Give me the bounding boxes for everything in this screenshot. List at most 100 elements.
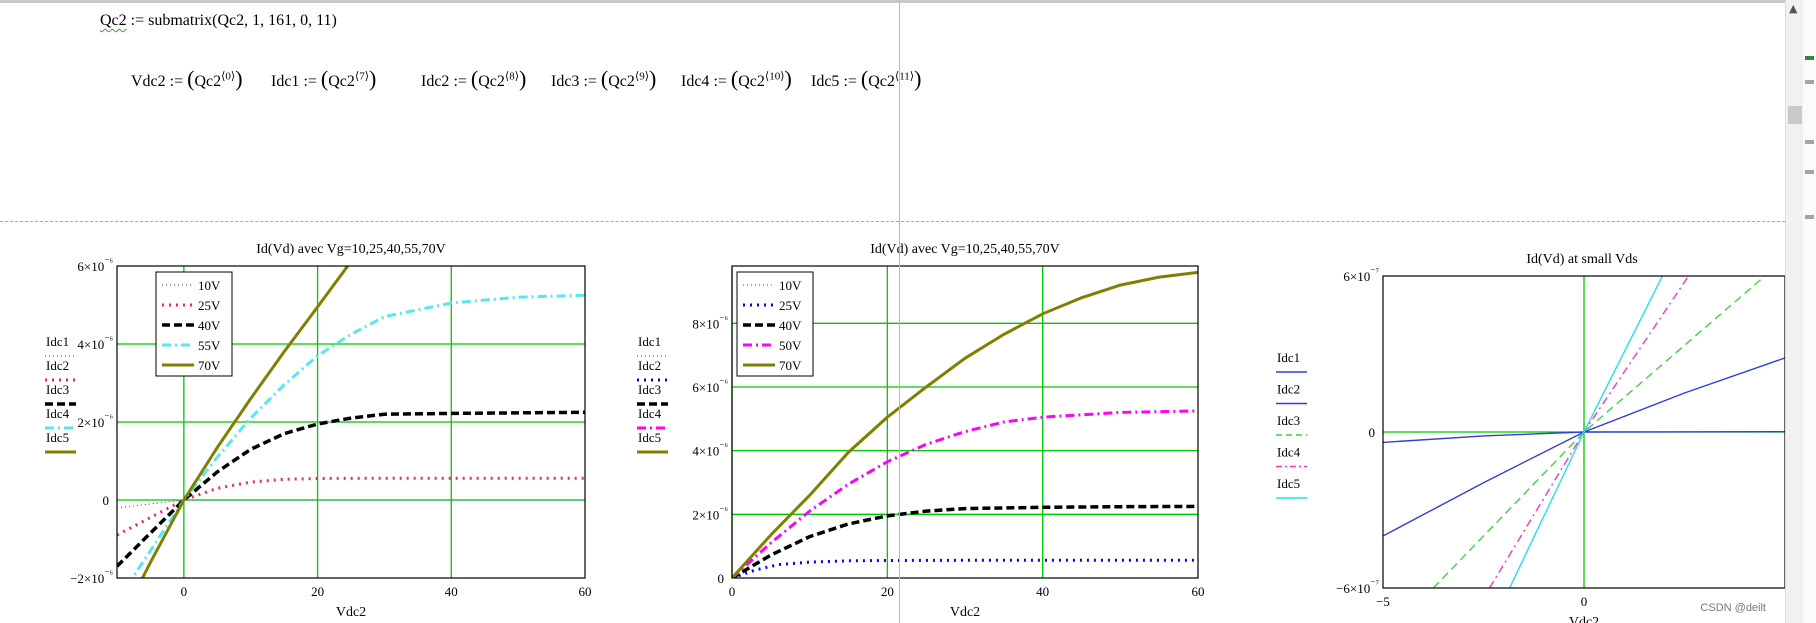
chart-3: Id(Vd) at small Vds Vdc2 −5 0 −6×10⁻⁷ 0 6×10⁻⁷… — [1276, 252, 1785, 623]
submatrix-definition[interactable]: Qc2 := submatrix(Qc2, 1, 161, 0, 11) — [100, 12, 337, 30]
series-group — [117, 266, 585, 578]
y-tick-label: −6×10⁻⁷ — [1336, 579, 1379, 596]
y-tick-label: 4×10⁻⁶ — [692, 442, 728, 459]
plot-frame — [1382, 275, 1785, 589]
series-2-line — [1432, 276, 1766, 588]
series-2-line — [732, 504, 1198, 578]
paren: ( — [470, 66, 479, 91]
paren: ) — [914, 66, 922, 91]
side-legend-label: Idc3 — [1277, 413, 1300, 428]
chart-title: Id(Vd) avec Vg=10,25,40,55,70V — [870, 242, 1060, 257]
paren: ( — [730, 66, 739, 91]
side-legend-label: Idc1 — [638, 334, 661, 349]
x-axis-label: Vdc2 — [336, 605, 366, 620]
chart-1: Id(Vd) avec Vg=10,25,40,55,70V Vdc2 0 20 40 6… — [45, 242, 592, 620]
y-tick-label: 0 — [1369, 425, 1376, 440]
vertical-cursor-line — [899, 0, 900, 623]
def-matrix: Qc2 — [738, 73, 765, 90]
paren: ( — [320, 66, 329, 91]
side-legend-label: Idc2 — [46, 358, 69, 373]
legend-label: 40V — [779, 318, 802, 333]
def-idc4[interactable]: Idc4 := (Qc2⟨10⟩) — [681, 66, 792, 91]
side-legend-label: Idc3 — [46, 382, 69, 397]
def-name: Idc4 — [681, 73, 710, 90]
plot-frame — [731, 265, 1199, 579]
side-legend-label: Idc3 — [638, 382, 661, 397]
series-2-line — [117, 410, 585, 568]
y-tick-label: 2×10⁻⁶ — [692, 505, 728, 522]
series-1-line — [117, 476, 585, 537]
def-col: 0 — [225, 70, 231, 83]
edge-mark — [1805, 215, 1814, 219]
paren: ) — [235, 66, 243, 91]
series-0-line — [1383, 431, 1785, 444]
assign-op: := — [453, 73, 467, 90]
assign-op: := — [130, 12, 145, 29]
x-tick-label: 0 — [729, 584, 736, 599]
legend-label: 70V — [779, 358, 802, 373]
def-col: 11 — [899, 70, 910, 83]
side-legend-label: Idc5 — [638, 430, 661, 445]
assign-op: := — [713, 73, 727, 90]
def-name: Idc1 — [271, 73, 300, 90]
legend-label: 40V — [198, 318, 221, 333]
assign-op: := — [303, 73, 317, 90]
def-name: Vdc2 — [131, 73, 166, 90]
paren: ( — [600, 66, 609, 91]
scroll-up-icon[interactable]: ▲ — [1789, 2, 1798, 15]
x-tick-label: 0 — [181, 584, 188, 599]
def-idc3[interactable]: Idc3 := (Qc2⟨9⟩) — [551, 66, 657, 91]
series-0-line — [117, 499, 585, 509]
x-tick-label: 60 — [579, 584, 592, 599]
series-3-line — [130, 293, 585, 578]
x-tick-label: 40 — [445, 584, 458, 599]
def-col: 10 — [769, 70, 781, 83]
y-tick-label: 6×10⁻⁷ — [1343, 267, 1379, 284]
side-legend-label: Idc2 — [1277, 382, 1300, 397]
x-tick-label: 40 — [1036, 584, 1049, 599]
scrollbar-thumb[interactable] — [1788, 106, 1802, 124]
series-4-line — [1508, 276, 1664, 588]
paren: ( — [187, 66, 195, 91]
paren: ( — [860, 66, 869, 91]
x-tick-label: 60 — [1192, 584, 1205, 599]
def-matrix: Qc2 — [328, 73, 355, 90]
def-name: Idc5 — [811, 73, 840, 90]
edge-mark — [1805, 80, 1814, 84]
paren: ) — [648, 66, 657, 91]
y-tick-label: 4×10⁻⁶ — [77, 335, 113, 352]
y-tick-label: −2×10⁻⁶ — [70, 569, 113, 586]
assign-op: := — [583, 73, 597, 90]
series-group — [1383, 276, 1785, 588]
def-idc1[interactable]: Idc1 := (Qc2⟨7⟩) — [271, 66, 377, 91]
watermark: CSDN @deilt — [1700, 602, 1766, 614]
series-1-line — [732, 558, 1198, 578]
paren: ) — [518, 66, 527, 91]
side-legend-label: Idc5 — [46, 430, 69, 445]
window-top-border — [0, 0, 1816, 3]
x-axis-label: Vdc2 — [1569, 615, 1599, 623]
edge-mark — [1805, 56, 1814, 60]
def-vdc2[interactable]: Vdc2 := (Qc2⟨0⟩) — [131, 66, 243, 91]
legend-label: 25V — [198, 298, 221, 313]
vertical-scrollbar[interactable]: ▲ — [1785, 0, 1804, 623]
submatrix-lhs: Qc2 — [100, 12, 127, 29]
series-group — [732, 270, 1198, 578]
side-legend-label: Idc5 — [1277, 476, 1300, 491]
x-tick-label: 20 — [311, 584, 324, 599]
def-idc5[interactable]: Idc5 := (Qc2⟨11⟩) — [811, 66, 922, 91]
def-name: Idc2 — [421, 73, 450, 90]
x-tick-label: −5 — [1376, 594, 1390, 609]
def-col: 8 — [509, 70, 515, 83]
def-matrix: Qc2 — [608, 73, 635, 90]
y-tick-label: 0 — [103, 493, 110, 508]
def-idc2[interactable]: Idc2 := (Qc2⟨8⟩) — [421, 66, 527, 91]
chart-title: Id(Vd) avec Vg=10,25,40,55,70V — [256, 242, 446, 257]
chart-title: Id(Vd) at small Vds — [1526, 252, 1637, 267]
plot-frame — [116, 265, 586, 579]
legend-label: 55V — [198, 338, 221, 353]
legend-label: 50V — [779, 338, 802, 353]
x-tick-label: 0 — [1581, 594, 1588, 609]
